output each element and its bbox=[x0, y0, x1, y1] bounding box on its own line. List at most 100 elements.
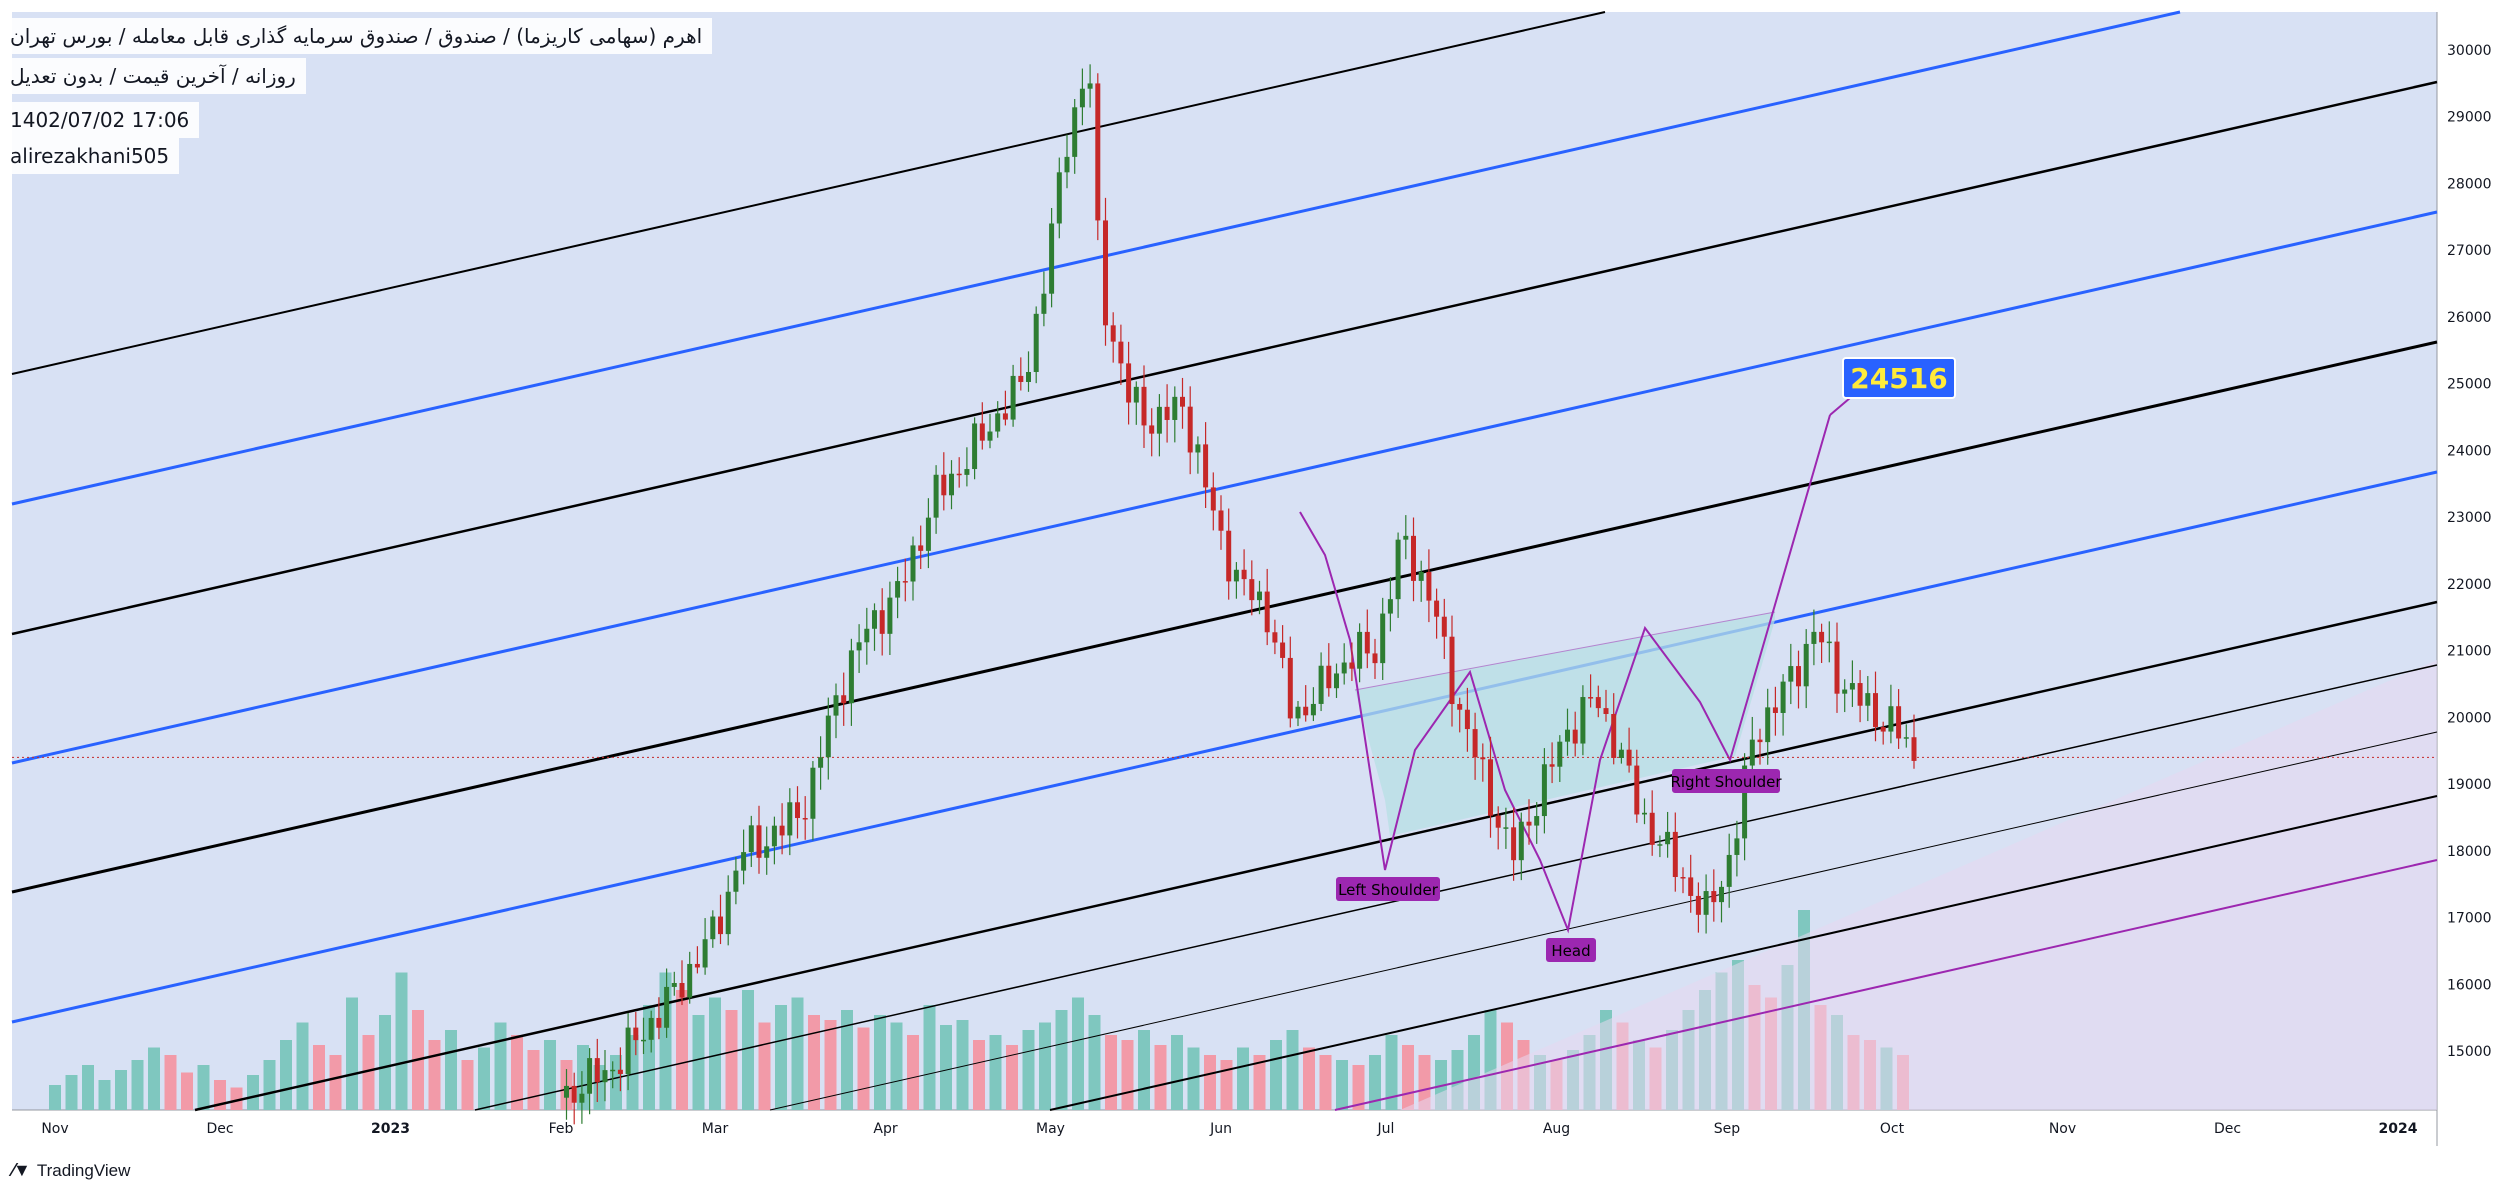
candle-body bbox=[1233, 569, 1239, 582]
volume-bar bbox=[923, 1005, 936, 1110]
candle-body bbox=[1449, 636, 1455, 705]
volume-bar bbox=[775, 1005, 787, 1110]
candle-body bbox=[818, 757, 824, 768]
candle-body bbox=[1873, 693, 1878, 728]
candle-body bbox=[1441, 616, 1447, 637]
candle-body bbox=[1079, 88, 1085, 108]
volume-bar bbox=[1402, 1045, 1414, 1110]
candle-body bbox=[1041, 293, 1047, 314]
candle-body bbox=[1480, 757, 1486, 760]
candle-body bbox=[1018, 375, 1024, 382]
candle-body bbox=[1826, 641, 1832, 644]
volume-bar bbox=[824, 1020, 837, 1110]
volume-bar bbox=[742, 990, 754, 1110]
volume-bar bbox=[247, 1075, 259, 1110]
left-shoulder-label[interactable]: Left Shoulder bbox=[1336, 877, 1440, 901]
tradingview-logo-icon: ⁄▼ bbox=[12, 1160, 31, 1180]
chart-settings: روزانه / آخرین قیمت / بدون تعدیل bbox=[0, 58, 306, 94]
candle-body bbox=[1087, 83, 1093, 89]
volume-bar bbox=[1121, 1040, 1134, 1110]
candle-body bbox=[1172, 396, 1178, 420]
volume-bar bbox=[49, 1085, 61, 1110]
volume-bar bbox=[1204, 1055, 1216, 1110]
candle-body bbox=[1303, 706, 1309, 716]
volume-bar bbox=[1237, 1047, 1249, 1110]
candle-body bbox=[1010, 375, 1016, 420]
volume-bar bbox=[1303, 1047, 1315, 1110]
candle-body bbox=[925, 517, 931, 551]
candle-body bbox=[694, 963, 700, 968]
candle-body bbox=[1796, 666, 1801, 687]
candle-body bbox=[1811, 631, 1817, 644]
candle-body bbox=[1426, 571, 1432, 601]
candle-body bbox=[1642, 812, 1647, 815]
target-label[interactable]: 24516 bbox=[1842, 357, 1956, 399]
time-tick-label: Jun bbox=[1209, 1121, 1232, 1137]
candle-body bbox=[1672, 831, 1678, 878]
candle-body bbox=[987, 431, 993, 441]
candle-body bbox=[1634, 765, 1640, 815]
volume-bar bbox=[1055, 1010, 1068, 1110]
candle-body bbox=[1472, 729, 1478, 758]
volume-bar bbox=[1418, 1055, 1431, 1110]
volume-bar bbox=[1270, 1040, 1282, 1110]
candle-body bbox=[1418, 571, 1424, 581]
price-tick-label: 25000 bbox=[2447, 377, 2492, 393]
candle-body bbox=[1110, 325, 1116, 342]
candle-body bbox=[1156, 406, 1162, 434]
price-candles bbox=[564, 64, 1917, 1125]
neckline-top bbox=[1354, 611, 1776, 691]
candle-body bbox=[1580, 697, 1586, 744]
candle-body bbox=[1518, 821, 1524, 861]
candle-body bbox=[1680, 877, 1686, 879]
candle-body bbox=[1149, 425, 1155, 434]
publish-datetime: 1402/07/02 17:06 bbox=[0, 102, 200, 138]
channel-line-blue bbox=[11, 210, 2438, 765]
volume-bar bbox=[82, 1065, 94, 1110]
volume-bar bbox=[164, 1055, 177, 1110]
volume-bar bbox=[857, 1027, 870, 1110]
volume-bar bbox=[329, 1055, 342, 1110]
tradingview-branding[interactable]: ⁄▼ TradingView bbox=[12, 1160, 130, 1181]
candle-body bbox=[1387, 599, 1393, 614]
candle-body bbox=[895, 581, 901, 598]
candle-body bbox=[1834, 641, 1840, 694]
candle-body bbox=[1249, 579, 1255, 601]
candle-body bbox=[1788, 666, 1794, 682]
candle-body bbox=[648, 1017, 654, 1040]
candle-body bbox=[664, 986, 670, 1028]
left-shoulder-label-box bbox=[1336, 877, 1440, 901]
candle-body bbox=[810, 767, 816, 819]
candle-body bbox=[1488, 759, 1493, 816]
volume-bar bbox=[511, 1035, 523, 1110]
candle-body bbox=[902, 581, 908, 583]
channel-line-blue bbox=[11, 10, 2181, 506]
volume-bar bbox=[956, 1020, 969, 1110]
candle-body bbox=[633, 1027, 639, 1041]
candle-body bbox=[1295, 706, 1301, 719]
candle-body bbox=[1457, 704, 1463, 710]
candle-body bbox=[1657, 844, 1663, 846]
candle-body bbox=[1588, 697, 1594, 699]
candle-body bbox=[625, 1027, 631, 1074]
candle-body bbox=[1180, 396, 1185, 407]
head-label-text: Head bbox=[1551, 942, 1590, 960]
volume-bar bbox=[197, 1065, 210, 1110]
author-name: alirezakhani505 bbox=[0, 138, 180, 174]
candle-body bbox=[1141, 386, 1147, 426]
price-tick-label: 24000 bbox=[2447, 443, 2492, 459]
candle-body bbox=[1033, 313, 1039, 373]
volume-bar bbox=[1385, 1035, 1398, 1110]
candle-body bbox=[1287, 657, 1293, 719]
volume-bar bbox=[346, 997, 358, 1110]
candle-body bbox=[1280, 642, 1286, 658]
time-tick-label: Feb bbox=[549, 1121, 574, 1137]
head-label[interactable]: Head bbox=[1546, 938, 1596, 962]
right-shoulder-label[interactable]: Right Shoulder bbox=[1670, 769, 1782, 793]
candle-body bbox=[1549, 764, 1555, 767]
candle-body bbox=[1626, 749, 1632, 766]
candle-body bbox=[564, 1085, 569, 1098]
candle-body bbox=[1865, 693, 1871, 706]
